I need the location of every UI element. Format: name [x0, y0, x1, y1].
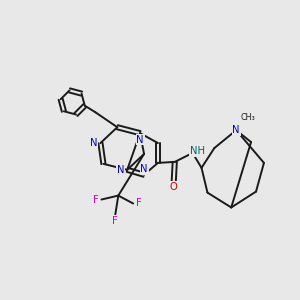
Text: N: N — [117, 165, 124, 175]
Text: N: N — [90, 138, 98, 148]
Text: N: N — [140, 164, 148, 174]
Text: NH: NH — [190, 146, 205, 157]
Text: N: N — [232, 125, 240, 135]
Text: F: F — [93, 194, 98, 205]
Text: F: F — [136, 199, 142, 208]
Text: CH₃: CH₃ — [240, 113, 255, 122]
Text: N: N — [136, 135, 144, 145]
Text: O: O — [170, 182, 178, 192]
Text: F: F — [112, 216, 118, 226]
